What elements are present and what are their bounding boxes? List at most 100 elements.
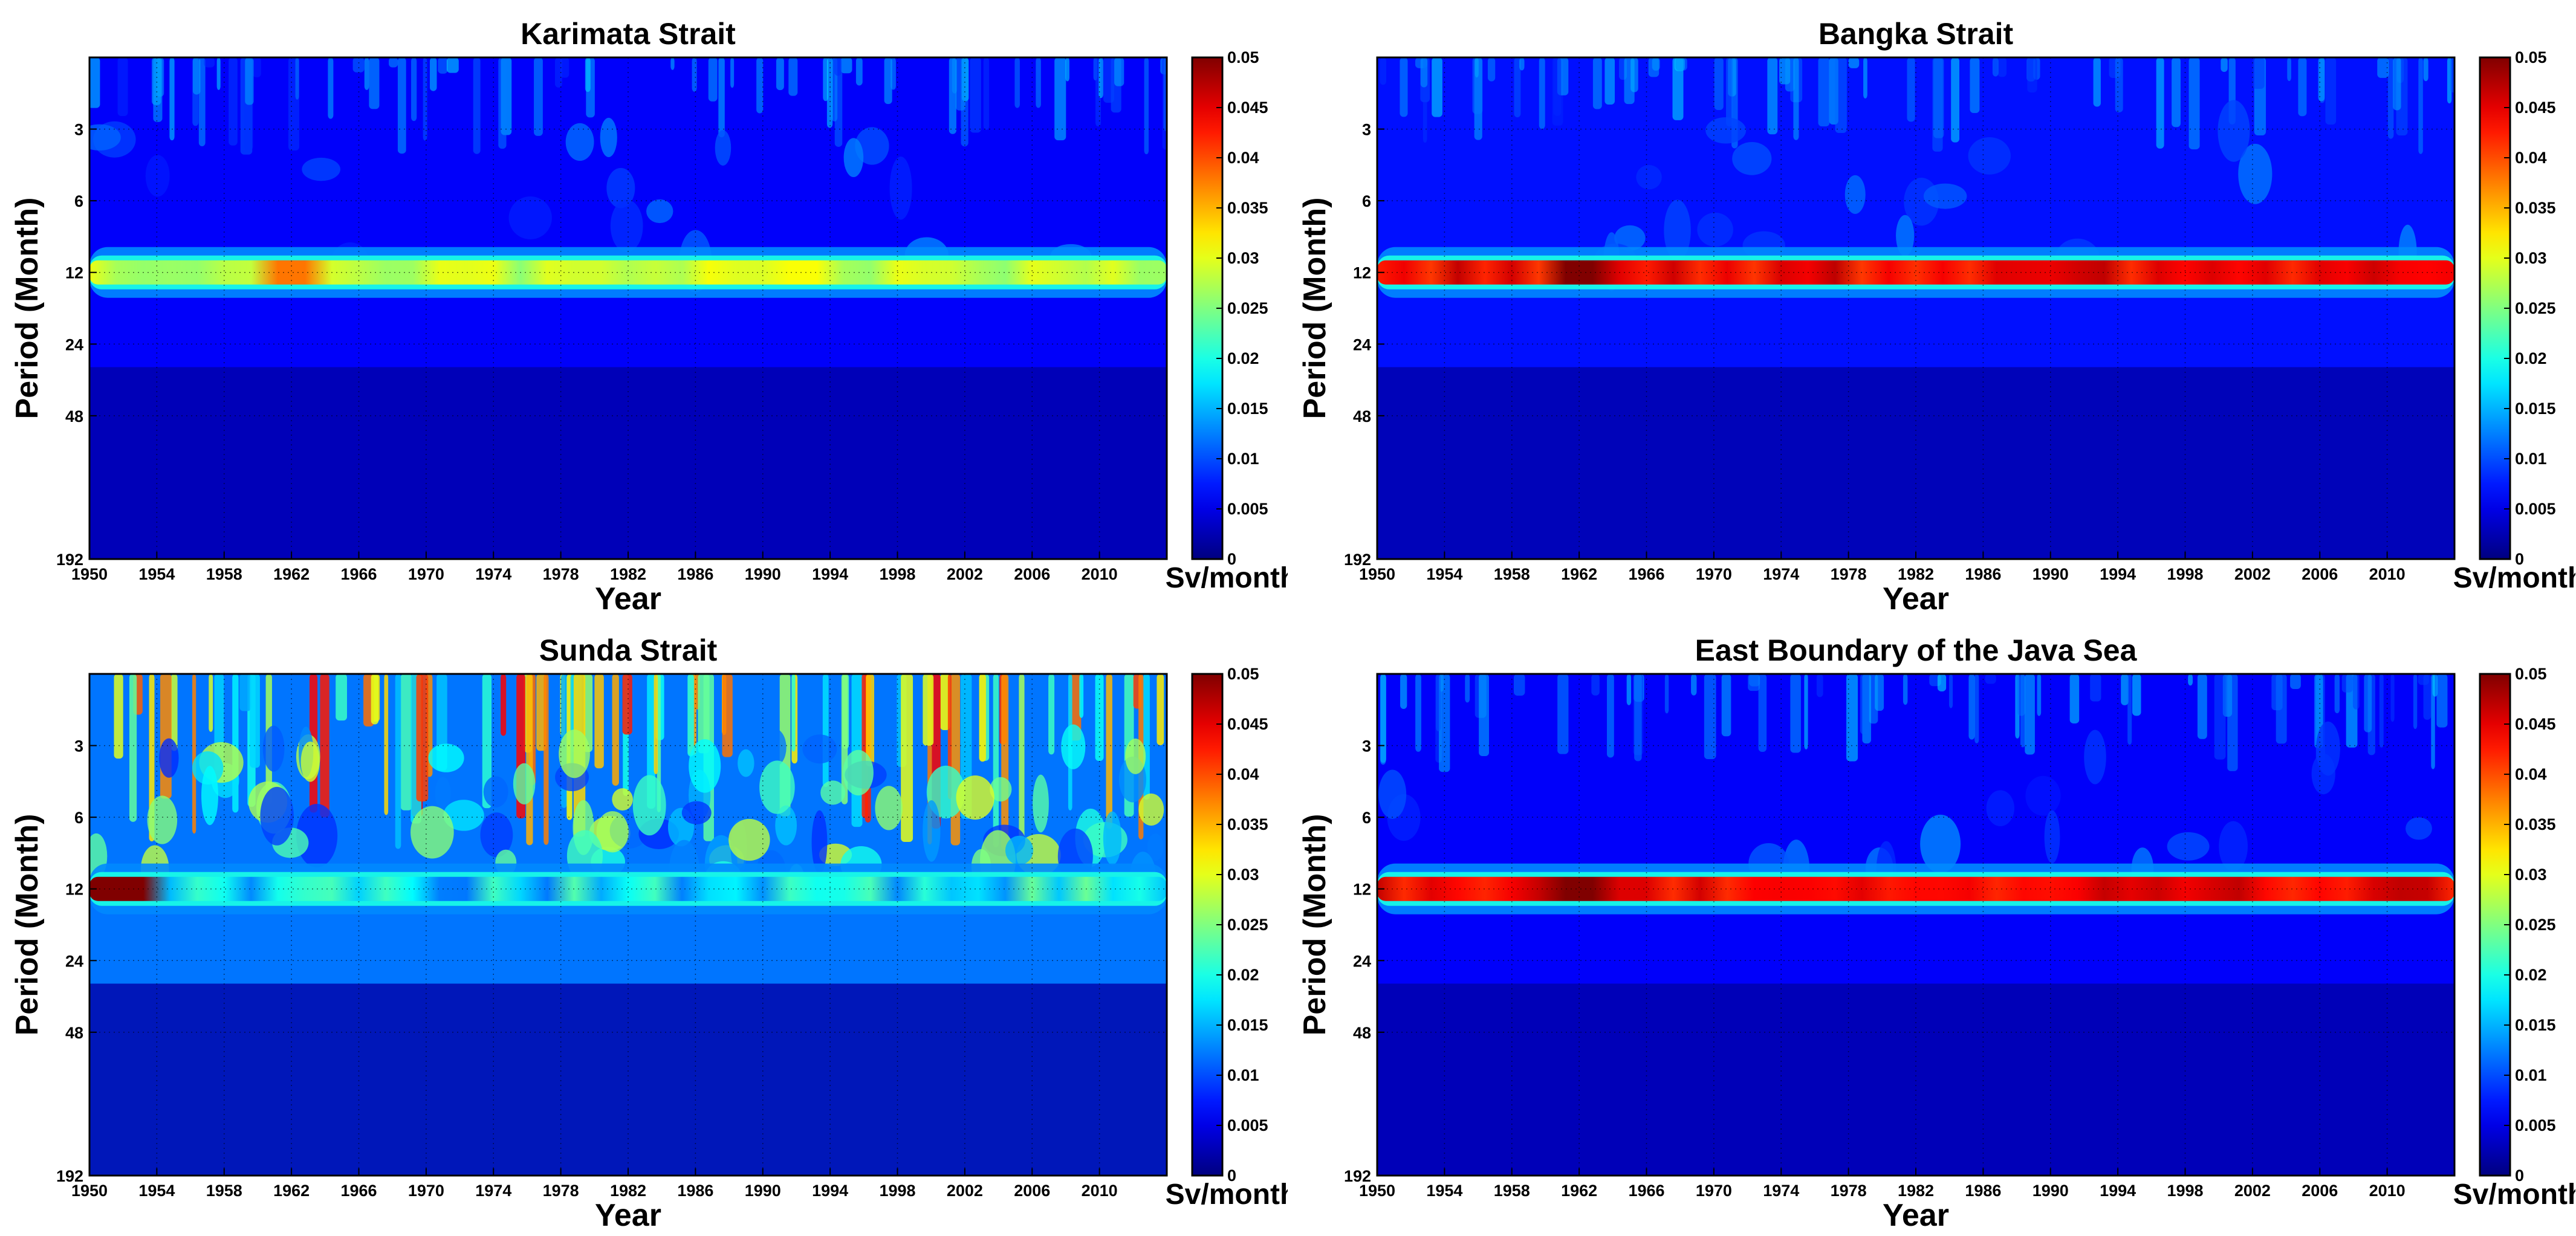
power-blob (1968, 137, 2011, 175)
power-streak (1903, 674, 1908, 705)
x-tick-label: 1986 (677, 1182, 713, 1200)
power-streak (2020, 674, 2025, 748)
power-streak (1634, 674, 1642, 762)
power-streak (2156, 57, 2164, 149)
power-streak (2188, 57, 2200, 150)
chart-title: East Boundary of the Java Sea (1695, 633, 2138, 667)
y-tick-label: 6 (1362, 192, 1371, 210)
colorbar-tick-label: 0 (1227, 550, 1236, 568)
power-streak (834, 57, 842, 76)
x-tick-label: 1990 (2033, 1182, 2069, 1200)
power-streak (891, 57, 896, 90)
power-streak (1835, 57, 1847, 133)
power-blob (2167, 832, 2210, 861)
colorbar-tick-label: 0.05 (2515, 48, 2547, 66)
power-streak (534, 57, 543, 136)
power-blob (596, 811, 629, 853)
power-streak (1048, 674, 1055, 755)
x-tick-label: 1974 (1763, 565, 1799, 583)
power-streak (1400, 674, 1407, 709)
power-streak (1664, 674, 1669, 714)
power-streak (554, 57, 562, 88)
colorbar-tick-label: 0.025 (2515, 299, 2556, 317)
power-streak (2418, 57, 2423, 154)
x-tick-label: 2010 (2369, 565, 2406, 583)
power-streak (730, 57, 735, 88)
power-streak (2252, 57, 2265, 89)
x-tick-label: 1958 (206, 1182, 242, 1200)
power-blob (410, 806, 454, 859)
y-tick-label: 192 (56, 551, 83, 569)
power-blob (990, 777, 1012, 802)
power-streak (1816, 674, 1823, 697)
y-tick-label: 24 (65, 952, 83, 970)
colorbar-tick-label: 0.025 (1227, 916, 1268, 934)
colorbar-tick-label: 0.005 (1227, 1116, 1268, 1134)
power-streak (416, 674, 429, 802)
x-tick-label: 1990 (745, 1182, 781, 1200)
power-streak (1672, 57, 1684, 120)
power-blob (632, 775, 666, 836)
power-streak (2377, 57, 2389, 78)
power-streak (429, 57, 437, 91)
x-tick-label: 1994 (812, 565, 848, 583)
x-tick-label: 2010 (1082, 565, 1118, 583)
power-streak (788, 57, 798, 96)
power-streak (1630, 57, 1638, 92)
power-streak (1472, 57, 1483, 114)
x-tick-label: 2006 (2302, 1182, 2338, 1200)
power-blob (443, 800, 484, 831)
power-streak (2025, 674, 2035, 755)
power-streak (622, 674, 632, 735)
power-streak (1951, 57, 1960, 143)
power-streak (89, 57, 100, 108)
x-tick-label: 1954 (138, 565, 175, 583)
power-streak (320, 674, 329, 818)
colorbar-tick-label: 0.03 (1227, 249, 1259, 267)
x-tick-label: 1950 (1359, 1182, 1395, 1200)
x-tick-label: 1950 (1359, 565, 1395, 583)
power-streak (1019, 674, 1025, 839)
colorbar-tick-label: 0.045 (2515, 99, 2556, 117)
power-streak (1606, 674, 1614, 758)
x-tick-label: 1950 (71, 565, 108, 583)
y-tick-label: 24 (1353, 335, 1371, 354)
power-streak (949, 57, 956, 134)
colorbar-tick-label: 0.04 (1227, 765, 1259, 783)
power-streak (501, 674, 507, 736)
power-blob (1664, 199, 1691, 261)
power-streak (1162, 57, 1167, 150)
colorbar-tick-label: 0.005 (2515, 1116, 2556, 1134)
power-streak (2121, 674, 2129, 705)
x-tick-label: 1978 (1831, 565, 1867, 583)
x-axis-label: Year (1883, 1198, 1949, 1233)
power-streak (2436, 674, 2448, 728)
power-streak (389, 57, 398, 68)
power-streak (1968, 674, 1975, 740)
power-streak (2450, 57, 2454, 93)
x-tick-label: 1970 (408, 1182, 444, 1200)
power-blob (2025, 775, 2061, 816)
chart-title: Sunda Strait (539, 633, 718, 667)
y-tick-label: 12 (65, 264, 83, 282)
power-blob (811, 810, 828, 874)
power-blob (2044, 810, 2060, 864)
power-streak (1465, 674, 1470, 703)
power-blob (559, 730, 590, 778)
x-tick-label: 1962 (273, 1182, 310, 1200)
colorbar-tick-label: 0.025 (1227, 299, 1268, 317)
x-tick-label: 2010 (1082, 1182, 1118, 1200)
power-blob (923, 800, 941, 862)
power-streak (1725, 57, 1733, 127)
colorbar-tick-label: 0.045 (2515, 715, 2556, 733)
power-streak (438, 57, 448, 74)
power-streak (1793, 57, 1799, 140)
power-streak (1604, 57, 1615, 105)
power-streak (840, 57, 852, 74)
wavelet-chart-svg: 1950 1954 1958 1962 1966 1970 1974 1978 1982 1986… (10, 633, 1297, 1233)
power-streak (2379, 674, 2384, 748)
power-blob (1896, 215, 1915, 256)
power-streak (826, 57, 833, 128)
x-tick-label: 1966 (1628, 1182, 1664, 1200)
power-blob (1147, 833, 1164, 861)
